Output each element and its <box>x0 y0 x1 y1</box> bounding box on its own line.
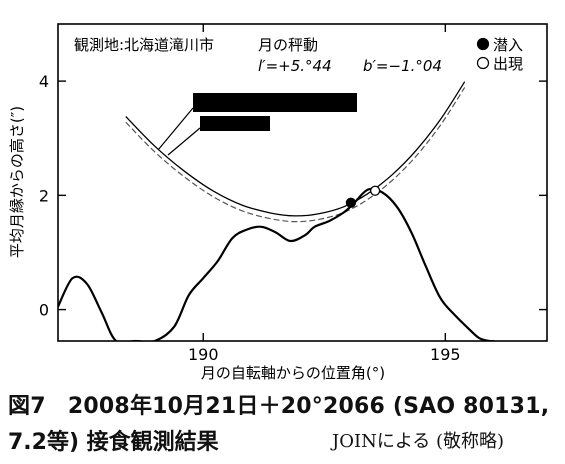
location-label: 観測地:北海道滝川市 <box>74 36 214 54</box>
y-axis-label: 平均月縁からの高さ(″) <box>8 106 26 258</box>
limb-profile-line <box>58 187 494 341</box>
predicted-path-offset-line <box>125 87 466 223</box>
axis-ticks: 190 195 0 2 4 <box>39 24 547 364</box>
figure-caption-line2: 7.2等) 接食観測結果 <box>8 430 219 455</box>
figure-caption-line1: 図7 2008年10月21日＋20°2066 (SAO 80131, <box>8 394 550 419</box>
legend-reappear-label: 出現 <box>493 55 523 73</box>
figure-credit: JOINによる (敬称略) <box>332 431 505 452</box>
libration-b: b′=−1.°04 <box>363 57 442 75</box>
libration-l: l′=+5.°44 <box>258 57 332 75</box>
redacted-observer-label-1 <box>193 93 357 112</box>
redacted-observer-label-2 <box>200 116 270 131</box>
y-tick-label: 4 <box>39 72 49 91</box>
plot-frame <box>57 23 548 342</box>
x-tick-label: 190 <box>188 345 219 364</box>
y-tick-label: 2 <box>39 186 49 205</box>
pointer-line-2 <box>167 127 201 156</box>
x-axis-label: 月の自転軸からの位置角(°) <box>201 364 385 382</box>
reappear-event-marker <box>369 185 381 196</box>
pointer-line-1 <box>157 107 194 151</box>
libration-title: 月の秤動 <box>258 36 318 54</box>
predicted-path-line <box>125 81 466 217</box>
legend-disappear-marker <box>476 37 490 51</box>
disappear-event-marker <box>345 197 357 208</box>
legend-reappear-marker <box>476 56 490 70</box>
observation-events <box>345 185 381 208</box>
y-tick-label: 0 <box>39 301 49 320</box>
x-tick-label: 195 <box>430 345 461 364</box>
legend-disappear-label: 潜入 <box>493 36 523 54</box>
